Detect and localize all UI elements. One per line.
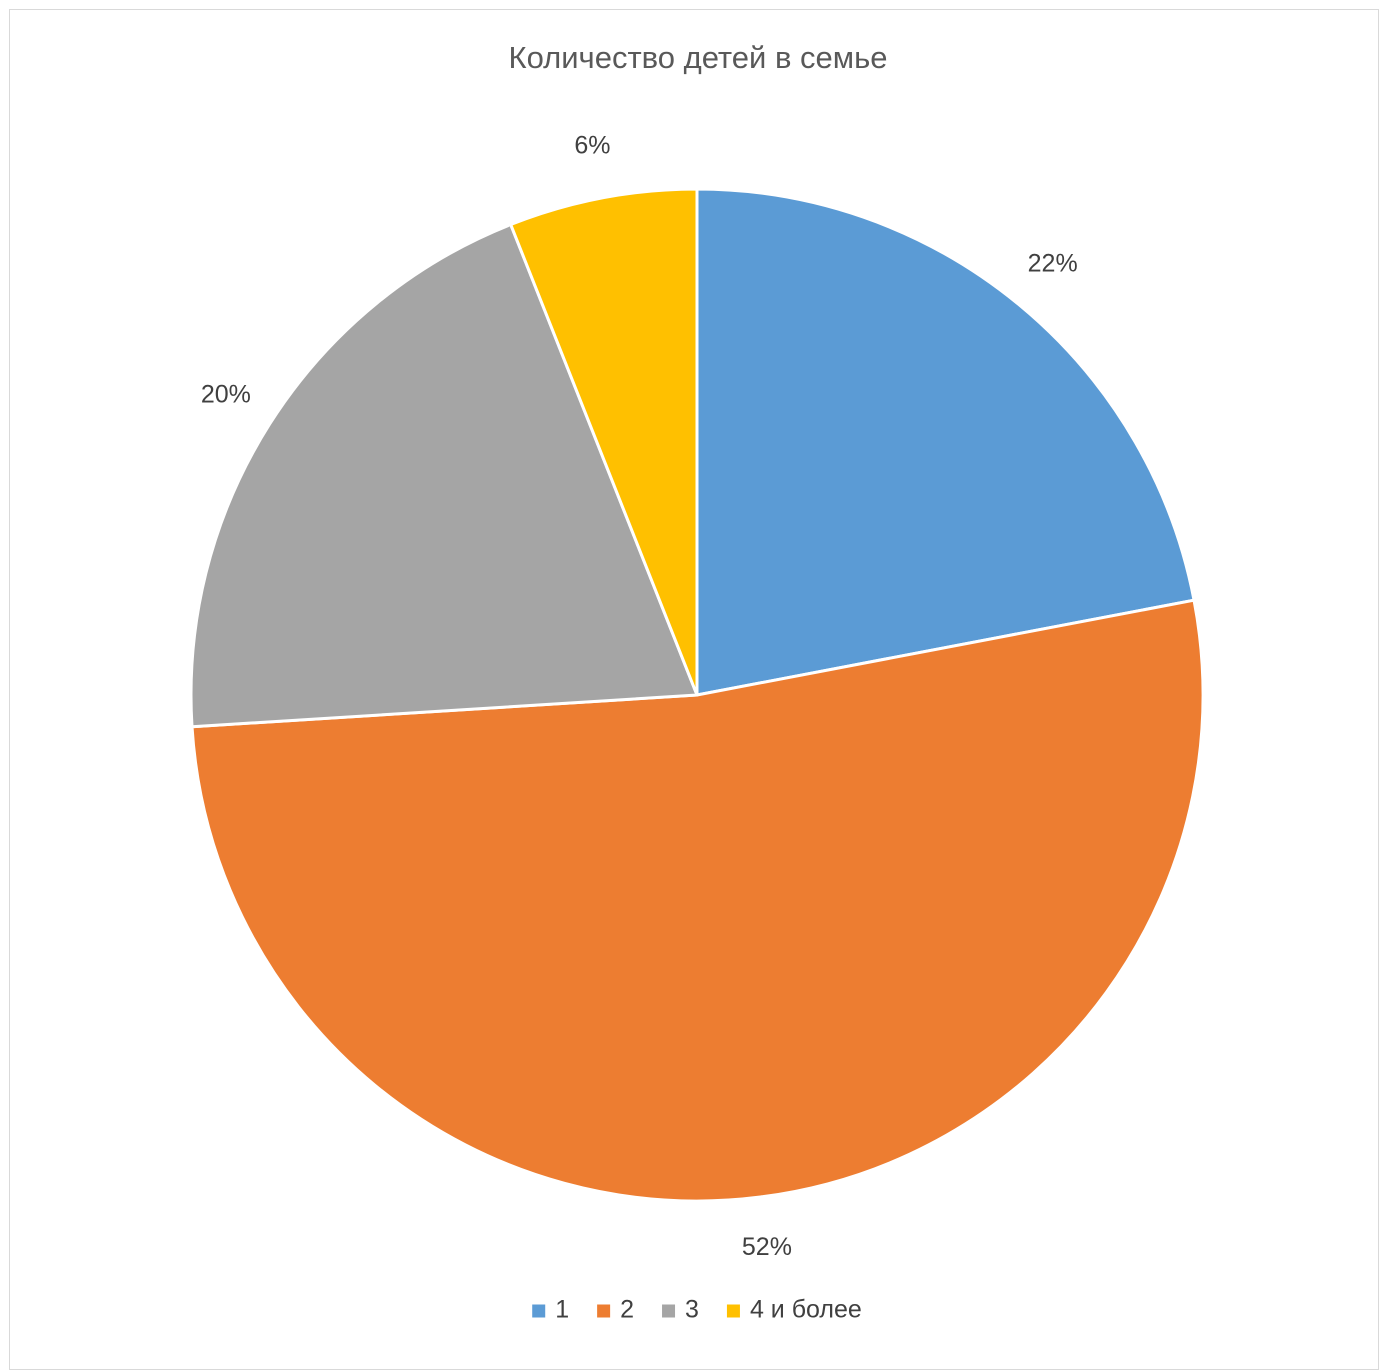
legend-item-1: 1 <box>532 1296 569 1324</box>
legend-item-2: 2 <box>597 1296 634 1324</box>
legend-marker-2 <box>597 1304 611 1318</box>
legend-marker-3 <box>662 1304 676 1318</box>
data-label-2: 52% <box>742 1233 792 1261</box>
data-labels: 22% 52% 20% 6% <box>201 131 1078 1261</box>
legend-label-3: 3 <box>685 1296 699 1324</box>
legend-label-4: 4 и более <box>750 1296 862 1324</box>
pie-slice-3 <box>189 223 699 729</box>
pie-slice-1 <box>695 187 1196 697</box>
legend-label-1: 1 <box>555 1296 569 1324</box>
legend: 1 2 3 4 и более <box>532 1296 862 1324</box>
legend-item-4: 4 и более <box>726 1296 862 1324</box>
legend-label-2: 2 <box>620 1296 634 1324</box>
data-label-4: 6% <box>574 131 610 159</box>
pie-slice-2 <box>190 598 1205 1203</box>
pie-slices <box>189 187 1205 1203</box>
legend-marker-4 <box>726 1304 740 1318</box>
legend-marker-1 <box>532 1304 546 1318</box>
pie-slice-4 <box>509 187 699 697</box>
data-label-1: 22% <box>1028 250 1078 278</box>
legend-item-3: 3 <box>662 1296 699 1324</box>
data-label-3: 20% <box>201 381 251 409</box>
chart-title: Количество детей в семье <box>509 40 888 75</box>
